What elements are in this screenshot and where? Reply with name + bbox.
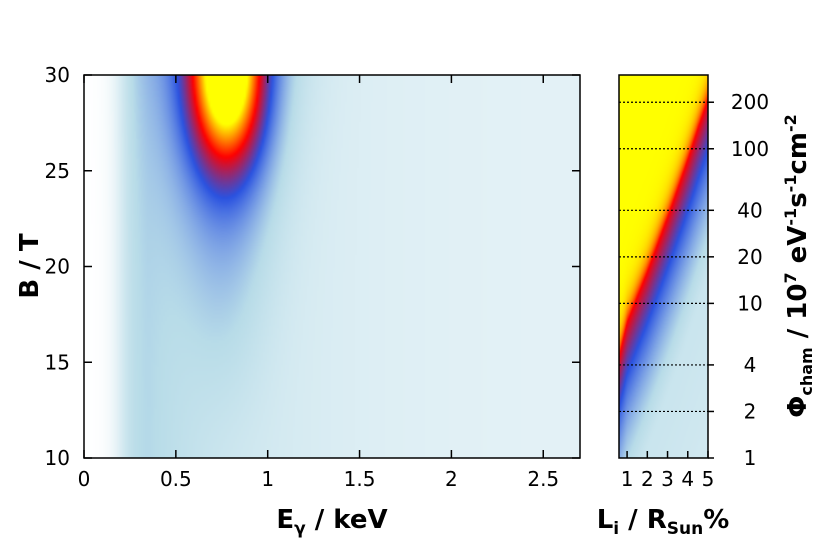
side-y-tick-label: 20 xyxy=(737,245,762,269)
side-y-tick: 100 xyxy=(708,137,769,161)
main-y-axis-label: B / T xyxy=(15,233,45,298)
main-y-tick: 15 xyxy=(45,350,580,374)
side-x-tick: 1 xyxy=(621,451,634,491)
main-x-tick: 2.5 xyxy=(527,75,559,491)
main-x-tick: 1.5 xyxy=(344,75,376,491)
main-y-tick: 20 xyxy=(45,255,580,279)
side-y-tick: 1 xyxy=(708,446,756,470)
main-x-tick-label: 0.5 xyxy=(160,467,192,491)
side-x-tick-label: 3 xyxy=(661,467,674,491)
main-heatmap xyxy=(84,75,580,458)
main-y-tick-label: 10 xyxy=(45,446,70,470)
side-dotted-gridlines xyxy=(619,101,708,413)
side-x-tick: 3 xyxy=(661,451,674,491)
side-y-tick: 10 xyxy=(708,291,763,315)
side-y-tick-label: 2 xyxy=(744,399,757,423)
side-y-ticks: 1 2 4 10 20 40 100 200 xyxy=(708,90,769,470)
main-plot: 0 0.5 1 1.5 2 2.5 10 15 20 25 30 Eγ / keV B / T xyxy=(15,63,581,539)
side-y-tick: 40 xyxy=(708,198,763,222)
side-x-tick: 2 xyxy=(641,451,654,491)
side-heatmap xyxy=(619,75,708,458)
side-y-tick-label: 100 xyxy=(731,137,769,161)
side-y-tick-label: 4 xyxy=(744,353,757,377)
main-y-tick: 30 xyxy=(45,63,580,87)
main-x-tick: 0 xyxy=(78,75,91,491)
main-y-tick: 10 xyxy=(45,446,580,470)
main-x-tick-label: 2 xyxy=(445,467,458,491)
main-y-tick-label: 20 xyxy=(45,255,70,279)
side-plot-frame xyxy=(618,74,709,459)
side-y-tick: 200 xyxy=(708,90,769,114)
side-x-tick-label: 2 xyxy=(641,467,654,491)
side-y-tick-label: 10 xyxy=(737,291,762,315)
main-y-tick-label: 25 xyxy=(45,159,70,183)
main-x-tick-label: 0 xyxy=(78,467,91,491)
main-x-tick: 1 xyxy=(261,75,274,491)
main-x-tick: 0.5 xyxy=(160,75,192,491)
main-x-tick: 2 xyxy=(445,75,458,491)
side-x-tick-label: 1 xyxy=(621,467,634,491)
side-y-tick: 2 xyxy=(708,399,756,423)
side-x-tick-label: 4 xyxy=(681,467,694,491)
main-x-ticks: 0 0.5 1 1.5 2 2.5 xyxy=(78,75,559,491)
main-y-tick-label: 30 xyxy=(45,63,70,87)
main-x-tick-label: 1.5 xyxy=(344,467,376,491)
side-x-tick: 4 xyxy=(681,451,694,491)
main-y-ticks: 10 15 20 25 30 xyxy=(45,63,580,470)
side-x-axis-label: Li / RSun% xyxy=(597,505,730,539)
side-y-tick-label: 1 xyxy=(744,446,757,470)
main-x-tick-label: 1 xyxy=(261,467,274,491)
side-y-tick-label: 40 xyxy=(737,198,762,222)
side-y-tick: 4 xyxy=(708,353,756,377)
main-y-tick: 25 xyxy=(45,159,580,183)
main-y-tick-label: 15 xyxy=(45,350,70,374)
side-x-tick: 5 xyxy=(702,451,715,491)
main-x-tick-label: 2.5 xyxy=(527,467,559,491)
side-x-tick-label: 5 xyxy=(702,467,715,491)
main-x-axis-label: Eγ / keV xyxy=(276,505,387,539)
side-y-tick-label: 200 xyxy=(731,90,769,114)
colorbar-label: Φcham / 107 eV-1s-1cm-2 xyxy=(781,114,816,418)
side-y-tick: 20 xyxy=(708,245,763,269)
